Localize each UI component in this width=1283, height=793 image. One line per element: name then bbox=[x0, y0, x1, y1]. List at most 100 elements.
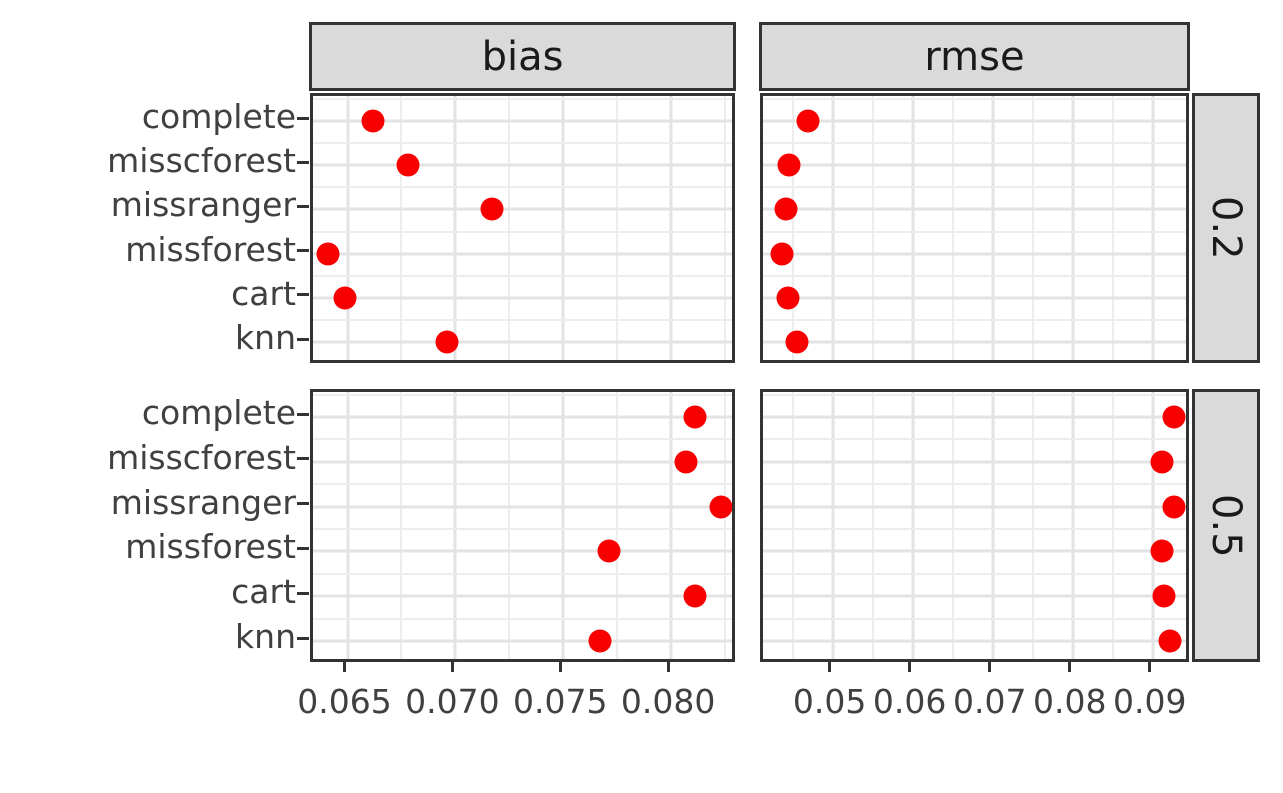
grid-minor-v bbox=[951, 392, 954, 659]
facet-strip-0.5: 0.5 bbox=[1192, 389, 1260, 662]
grid-major-h bbox=[763, 163, 1186, 167]
grid-major-h bbox=[763, 340, 1186, 344]
grid-minor-v bbox=[1111, 96, 1114, 360]
grid-minor-h bbox=[763, 186, 1186, 189]
panel-rmse-0.2 bbox=[760, 93, 1189, 363]
y-axis-tick bbox=[297, 636, 309, 640]
grid-minor-h bbox=[313, 528, 732, 530]
grid-minor-v bbox=[508, 392, 511, 659]
x-axis-tick bbox=[1148, 662, 1152, 672]
grid-major-h bbox=[763, 252, 1186, 256]
y-axis-tick bbox=[297, 249, 309, 253]
data-point bbox=[785, 330, 809, 354]
grid-major-v bbox=[561, 392, 565, 659]
grid-minor-h bbox=[763, 230, 1186, 233]
y-axis-label: knn bbox=[235, 616, 296, 656]
y-axis-tick bbox=[297, 457, 309, 461]
y-axis-label: missranger bbox=[110, 482, 296, 522]
y-axis-label: misscforest bbox=[107, 141, 296, 181]
grid-major-h bbox=[763, 505, 1186, 509]
y-axis-tick bbox=[297, 337, 309, 341]
grid-major-h bbox=[763, 639, 1186, 643]
data-point bbox=[588, 629, 612, 653]
grid-major-v bbox=[561, 96, 565, 360]
grid-major-v bbox=[1151, 392, 1155, 659]
grid-major-h bbox=[313, 460, 732, 464]
x-axis-tick-label: 0.065 bbox=[297, 682, 392, 721]
y-axis-label: complete bbox=[141, 392, 296, 432]
y-axis-tick bbox=[297, 116, 309, 120]
grid-major-v bbox=[991, 96, 995, 360]
x-axis-tick-label: 0.09 bbox=[1113, 682, 1187, 721]
grid-major-v bbox=[453, 96, 457, 360]
data-point bbox=[770, 242, 794, 266]
data-point bbox=[777, 153, 801, 177]
grid-major-v bbox=[453, 392, 457, 659]
grid-major-h bbox=[313, 119, 732, 123]
grid-minor-v bbox=[724, 96, 727, 360]
y-axis-label: knn bbox=[235, 317, 296, 357]
grid-minor-h bbox=[313, 438, 732, 441]
grid-major-h bbox=[763, 594, 1186, 598]
grid-minor-h bbox=[763, 617, 1186, 620]
grid-major-h bbox=[763, 460, 1186, 464]
grid-major-h bbox=[313, 340, 732, 344]
grid-major-h bbox=[313, 252, 732, 256]
grid-minor-h bbox=[313, 186, 732, 189]
data-point bbox=[709, 495, 732, 519]
data-point bbox=[361, 109, 385, 133]
grid-minor-h bbox=[313, 483, 732, 486]
grid-major-h bbox=[763, 119, 1186, 123]
y-axis-tick bbox=[297, 293, 309, 297]
x-axis-tick-label: 0.05 bbox=[792, 682, 867, 721]
x-axis-tick-label: 0.080 bbox=[620, 682, 716, 721]
grid-minor-h bbox=[313, 142, 732, 145]
x-axis-tick bbox=[1068, 662, 1072, 672]
y-axis-label: cart bbox=[231, 572, 296, 612]
grid-minor-h bbox=[313, 97, 732, 100]
data-point bbox=[796, 109, 820, 133]
grid-major-h bbox=[763, 296, 1186, 300]
x-axis-tick bbox=[558, 662, 562, 672]
x-axis-tick-label: 0.070 bbox=[405, 682, 500, 721]
facet-strip-0.2: 0.2 bbox=[1192, 93, 1260, 363]
grid-minor-v bbox=[400, 392, 403, 659]
grid-minor-v bbox=[616, 96, 619, 360]
grid-minor-v bbox=[951, 96, 954, 360]
grid-minor-v bbox=[1031, 96, 1034, 360]
grid-minor-h bbox=[763, 438, 1186, 441]
grid-minor-v bbox=[724, 392, 727, 659]
data-point bbox=[1162, 495, 1186, 519]
grid-minor-h bbox=[763, 528, 1186, 530]
grid-minor-v bbox=[400, 96, 403, 360]
y-axis-label: missranger bbox=[110, 185, 296, 225]
grid-major-h bbox=[313, 163, 732, 167]
y-axis-label: missforest bbox=[125, 229, 296, 269]
grid-major-v bbox=[1071, 96, 1075, 360]
data-point bbox=[776, 286, 800, 310]
grid-minor-v bbox=[871, 96, 874, 360]
grid-major-h bbox=[313, 296, 732, 300]
x-axis-tick bbox=[450, 662, 454, 672]
grid-major-h bbox=[313, 594, 732, 598]
data-point bbox=[1162, 405, 1186, 429]
y-axis-tick bbox=[297, 412, 309, 416]
grid-minor-h bbox=[763, 97, 1186, 100]
grid-minor-v bbox=[1111, 392, 1114, 659]
data-point bbox=[774, 197, 798, 221]
facet-strip-rmse: rmse bbox=[759, 22, 1190, 91]
grid-major-v bbox=[911, 392, 915, 659]
grid-minor-h bbox=[313, 617, 732, 620]
grid-major-v bbox=[911, 96, 915, 360]
grid-minor-h bbox=[313, 274, 732, 277]
data-point bbox=[396, 153, 420, 177]
data-point bbox=[683, 405, 707, 429]
panel-bias-0.5 bbox=[310, 389, 735, 662]
y-axis-label: complete bbox=[141, 96, 296, 136]
grid-major-h bbox=[313, 639, 732, 643]
grid-minor-v bbox=[791, 96, 794, 360]
data-point bbox=[674, 450, 698, 474]
data-point bbox=[1150, 450, 1174, 474]
x-axis-tick-label: 0.06 bbox=[872, 682, 947, 721]
y-axis-label: cart bbox=[231, 273, 296, 313]
